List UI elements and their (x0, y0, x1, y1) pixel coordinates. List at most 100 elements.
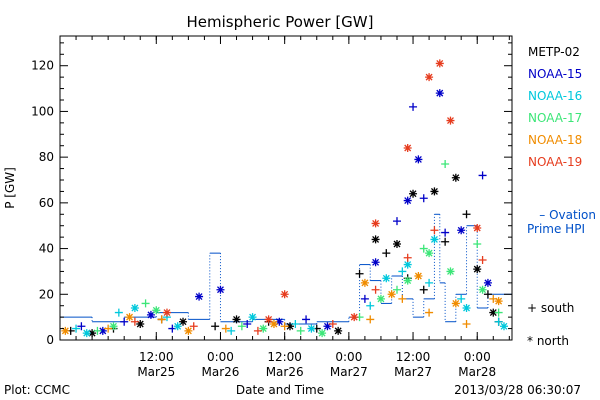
x-tick-label-time: 12:00 (139, 350, 174, 364)
north-point (259, 324, 268, 333)
south-point (382, 249, 391, 258)
south-point (494, 308, 503, 317)
x-tick-label-date: Mar27 (394, 365, 432, 379)
south-point (430, 226, 439, 235)
symbol-legend-item: + south (527, 301, 574, 315)
south-point (473, 240, 482, 248)
north-point (61, 326, 70, 335)
north-point (232, 315, 241, 324)
north-point (130, 304, 139, 312)
plot-area (60, 59, 512, 338)
south-point (441, 237, 450, 246)
x-tick-label-date: Mar25 (137, 365, 175, 379)
north-point (125, 313, 134, 322)
north-point (195, 292, 204, 301)
north-point (494, 297, 503, 306)
north-point (403, 276, 412, 285)
plot-timestamp: 2013/03/28 06:30:07 (454, 383, 581, 397)
north-point (462, 304, 471, 312)
south-point (72, 324, 81, 333)
y-tick-label: 80 (39, 150, 54, 164)
south-point (280, 322, 289, 331)
south-point (478, 171, 487, 180)
south-point (237, 322, 246, 331)
y-tick-label: 40 (39, 242, 54, 256)
x-tick-label-date: Mar26 (266, 365, 304, 379)
south-point (398, 294, 407, 303)
north-point (98, 326, 107, 335)
north-point (457, 226, 466, 235)
north-point (152, 306, 161, 315)
south-point (157, 315, 166, 324)
north-point (371, 235, 380, 244)
south-point (478, 256, 487, 264)
symbol-legend: + south * north (527, 301, 574, 348)
x-axis: 12:00Mar250:00Mar2612:00Mar260:00Mar2712… (59, 36, 510, 379)
x-tick-label-date: Mar26 (202, 365, 240, 379)
south-point (419, 244, 428, 253)
north-point (425, 249, 434, 258)
north-point (323, 322, 332, 331)
x-axis-label: Date and Time (236, 383, 324, 397)
north-point (382, 274, 391, 283)
north-point (425, 73, 434, 82)
north-point (264, 315, 273, 324)
x-tick-label-time: 12:00 (396, 350, 431, 364)
south-point (409, 102, 418, 111)
south-point (419, 285, 428, 294)
south-point (392, 217, 401, 226)
north-point (483, 278, 492, 287)
north-point (318, 329, 327, 338)
north-point (269, 320, 278, 328)
south-point (462, 210, 471, 219)
north-point (307, 324, 316, 333)
north-point (451, 173, 460, 182)
y-axis: 0 20 40 60 80 100 120 (31, 42, 512, 347)
chart-title: Hemispheric Power [GW] (187, 13, 374, 31)
south-point (441, 228, 450, 237)
south-point (494, 317, 503, 326)
legend-item: NOAA-19 (528, 155, 582, 169)
south-point (302, 315, 311, 324)
north-point (473, 265, 482, 274)
north-point (286, 322, 295, 331)
north-point (371, 258, 380, 267)
south-point (211, 322, 220, 331)
plot-credit: Plot: CCMC (4, 383, 70, 397)
y-tick-label: 20 (39, 287, 54, 301)
legend: METP-02 NOAA-15 NOAA-16 NOAA-17 NOAA-18 NOAA-… (528, 45, 582, 169)
north-point (136, 320, 145, 328)
north-point (430, 235, 439, 244)
south-point (392, 285, 401, 294)
south-point (355, 269, 364, 278)
south-point (227, 326, 236, 335)
south-point (462, 320, 471, 328)
south-point (120, 317, 129, 326)
north-point (435, 89, 444, 98)
ovation-legend-line1: – Ovation (539, 208, 596, 222)
north-point (446, 267, 455, 276)
north-point (146, 310, 155, 319)
north-point (446, 116, 455, 125)
south-point (189, 322, 198, 331)
south-point (419, 194, 428, 203)
south-point (441, 160, 450, 168)
north-point (275, 317, 284, 326)
south-point (366, 315, 375, 324)
north-point (414, 155, 423, 164)
north-point (360, 278, 369, 287)
south-point (366, 301, 375, 310)
y-tick-label: 60 (39, 196, 54, 210)
north-point (414, 272, 423, 280)
north-point (280, 290, 289, 299)
south-point (398, 267, 407, 276)
north-point (173, 322, 182, 331)
south-point (243, 320, 252, 328)
x-tick-label-time: 0:00 (207, 350, 234, 364)
south-point (253, 326, 262, 335)
y-axis-label: P [GW] (3, 167, 17, 209)
north-point (409, 189, 418, 198)
south-point (360, 294, 369, 303)
